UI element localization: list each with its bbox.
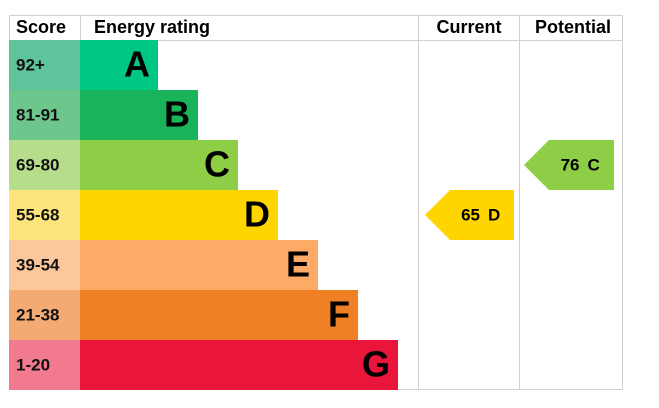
score-cell [9, 340, 80, 390]
score-range: 55-68 [16, 205, 59, 224]
potential-letter: C [588, 155, 600, 174]
score-range: 21-38 [16, 305, 59, 324]
header-score: Score [16, 17, 66, 37]
potential-value: 76 [561, 155, 580, 174]
rating-bar [80, 240, 318, 290]
score-range: 81-91 [16, 105, 59, 124]
current-letter: D [488, 205, 500, 224]
score-cell [9, 40, 80, 90]
score-cell [9, 190, 80, 240]
score-range: 92+ [16, 55, 45, 74]
rating-bar [80, 340, 398, 390]
rating-letter: A [124, 44, 150, 85]
potential-arrow [524, 140, 614, 190]
rating-letter: E [286, 244, 310, 285]
header-current: Current [436, 17, 501, 37]
score-range: 1-20 [16, 355, 50, 374]
score-range: 39-54 [16, 255, 60, 274]
rating-bar [80, 190, 278, 240]
rating-letter: D [244, 194, 270, 235]
header-rating: Energy rating [94, 17, 210, 37]
rating-letter: B [164, 94, 190, 135]
current-arrow [425, 190, 514, 240]
rating-bar [80, 140, 238, 190]
rating-bar [80, 90, 198, 140]
score-cell [9, 290, 80, 340]
header-potential: Potential [535, 17, 611, 37]
rating-letter: C [204, 144, 230, 185]
rating-letter: F [328, 294, 350, 335]
score-cell [9, 140, 80, 190]
score-cell [9, 90, 80, 140]
current-value: 65 [461, 205, 480, 224]
rating-letter: G [362, 344, 390, 385]
score-range: 69-80 [16, 155, 59, 174]
score-cell [9, 240, 80, 290]
rating-bar [80, 290, 358, 340]
rating-bar [80, 40, 158, 90]
